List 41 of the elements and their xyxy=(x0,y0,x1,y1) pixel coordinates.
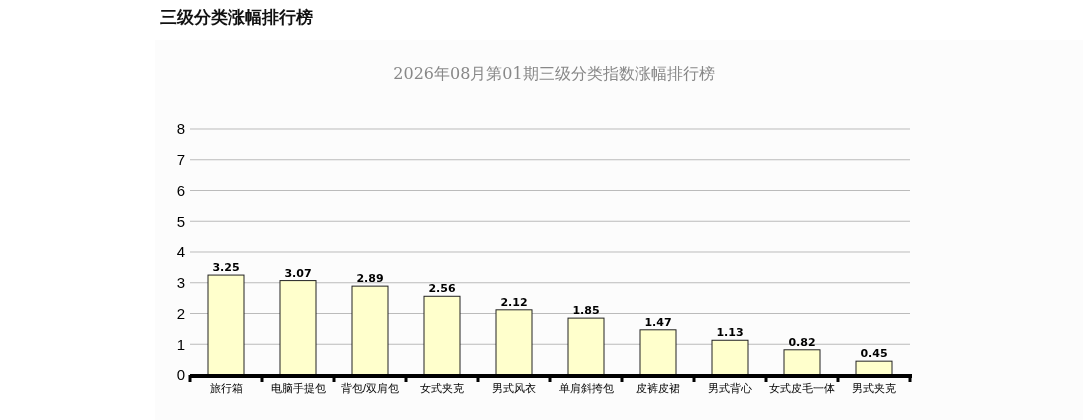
bar xyxy=(495,309,533,376)
y-tick-label: 6 xyxy=(176,181,185,199)
bar xyxy=(855,360,893,376)
chart-title: 三级分类涨幅排行榜 xyxy=(160,7,313,27)
chart-subtitle: 2026年08月第01期三级分类指数涨幅排行榜 xyxy=(393,64,715,83)
x-tick-label: 单肩斜挎包 xyxy=(558,381,614,394)
bar xyxy=(423,295,461,376)
bar xyxy=(351,285,389,376)
data-label: 2.89 xyxy=(356,272,384,286)
x-tick-label: 女式皮毛一体 xyxy=(769,381,835,394)
x-tick-label: 男式风衣 xyxy=(492,381,536,394)
y-tick-label: 0 xyxy=(176,366,185,384)
x-tick-label: 电脑手提包 xyxy=(270,381,326,394)
data-label: 2.56 xyxy=(428,282,456,296)
y-tick-label: 2 xyxy=(176,304,185,322)
data-label: 0.82 xyxy=(788,335,816,349)
x-tick-label: 背包/双肩包 xyxy=(340,381,400,394)
y-tick-label: 3 xyxy=(176,274,185,292)
bar xyxy=(279,280,317,376)
data-label: 1.47 xyxy=(644,315,672,329)
x-tick-label: 皮裤皮裙 xyxy=(636,381,680,394)
data-label: 3.07 xyxy=(284,266,312,280)
x-tick-label: 女式夹克 xyxy=(420,381,464,394)
y-tick-label: 5 xyxy=(176,212,185,230)
bar xyxy=(207,274,245,376)
data-label: 0.45 xyxy=(860,347,888,361)
bar xyxy=(567,317,605,376)
y-tick-label: 4 xyxy=(176,243,185,261)
y-tick-label: 7 xyxy=(176,151,185,169)
bar xyxy=(783,349,821,376)
data-label: 1.85 xyxy=(572,304,600,318)
y-tick-label: 8 xyxy=(176,120,185,138)
x-tick-label: 男式背心 xyxy=(708,381,752,394)
data-label: 3.25 xyxy=(212,261,240,275)
x-tick-label: 旅行箱 xyxy=(209,381,243,394)
y-tick-label: 1 xyxy=(176,335,185,353)
bar xyxy=(639,329,677,376)
data-label: 2.12 xyxy=(500,295,528,309)
bar xyxy=(711,339,749,376)
data-label: 1.13 xyxy=(716,326,744,340)
x-tick-label: 男式夹克 xyxy=(852,381,896,394)
